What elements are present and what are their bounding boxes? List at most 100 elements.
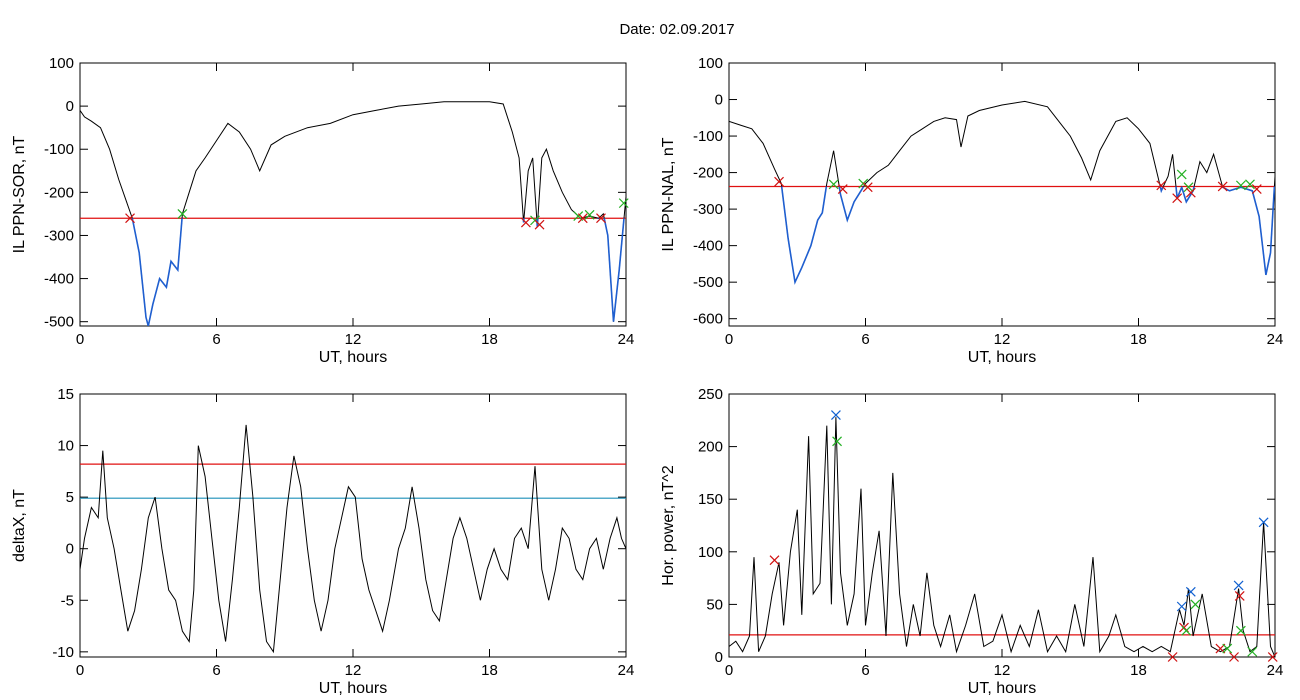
y-tick-label: 0 [66,98,74,115]
marker-red [1156,180,1167,191]
x-tick-label: 18 [481,331,498,348]
x-tick-label: 24 [1267,331,1284,348]
y-tick-label: -400 [693,238,723,255]
plot-area [80,424,626,654]
marker-green [1235,180,1246,191]
marker-blue [1176,601,1187,612]
y-tick-label: 250 [698,386,723,403]
marker-green [177,208,188,219]
y-tick-label: -200 [44,184,74,201]
marker-stroke [177,208,188,219]
y-tick-label: 100 [49,55,74,72]
marker-red [534,219,545,230]
series-line [80,101,626,326]
y-tick-label: 5 [66,489,74,506]
marker-stroke [774,176,784,187]
marker-red [1217,181,1228,192]
marker-stroke [1258,517,1269,528]
highlight-group [131,218,625,326]
x-axis-title: UT, hours [968,349,1036,366]
marker-red [769,555,780,566]
marker-stroke [1167,652,1178,662]
marker-stroke [1176,601,1187,612]
panel-il-ppn-nal: 0 6 12 18 24 100 0 -100 -200 -300 -400 -500 -600 UT, … [660,55,1283,366]
y-tick-label: 15 [57,386,74,403]
plot-area [80,101,626,326]
marker-red [1172,193,1183,204]
y-tick-label: -200 [693,165,723,182]
x-tick-label: 12 [994,331,1011,348]
marker-green [584,209,595,220]
marker-stroke [577,213,588,224]
marker-green [1183,182,1194,193]
marker-stroke [1245,179,1255,190]
x-tick-label: 6 [861,662,869,679]
marker-red [1185,187,1196,198]
marker-stroke [1185,586,1196,597]
y-axis-title: IL PPN-SOR, nT [11,135,28,253]
x-tick-label: 6 [212,662,220,679]
marker-stroke [1247,646,1258,657]
panel-il-ppn-sor: 0 6 12 18 24 100 0 -100 -200 -300 -400 -500 UT, hour… [11,55,634,366]
y-tick-label: -300 [44,227,74,244]
x-tick-label: 12 [345,662,362,679]
x-tick-label: 0 [76,662,84,679]
series-line [729,417,1275,657]
marker-red [1229,652,1239,662]
y-axis-title: IL PPN-NAL, nT [660,137,677,251]
x-tick-label: 12 [994,662,1011,679]
y-tick-label: 150 [698,491,723,508]
marker-stroke [832,436,842,447]
plot-area [729,417,1275,657]
panel-hor-power: 0 6 12 18 24 0 50 100 150 200 250 UT, hours Hor. pow… [660,386,1283,697]
x-tick-label: 0 [725,331,733,348]
marker-stroke [618,198,629,209]
series-highlight [131,218,625,326]
y-tick-label: -10 [52,644,74,661]
marker-green [1245,179,1255,190]
series-line [80,424,626,654]
marker-green [1190,599,1201,610]
y-tick-label: -500 [44,314,74,331]
marker-green [1176,169,1187,180]
marker-red [577,213,588,224]
y-tick-label: 0 [66,541,74,558]
marker-stroke [1190,599,1201,610]
x-tick-label: 18 [481,662,498,679]
marker-red [1267,652,1278,662]
marker-stroke [1234,591,1245,601]
marker-red [862,182,873,193]
x-axis-title: UT, hours [319,349,387,366]
highlight-group [780,186,1275,285]
y-tick-label: -100 [693,128,723,145]
marker-red [125,213,135,224]
marker-stroke [837,184,848,194]
x-tick-label: 6 [861,331,869,348]
marker-stroke [1222,643,1233,654]
marker-stroke [862,182,873,193]
marker-stroke [1176,169,1187,180]
series-highlight [780,186,1275,285]
marker-stroke [1229,652,1239,662]
marker-blue [1258,517,1269,528]
x-axis-title: UT, hours [968,680,1036,697]
x-tick-label: 0 [76,331,84,348]
marker-red [1167,652,1178,662]
marker-stroke [1183,182,1194,193]
marker-stroke [828,179,839,190]
marker-blue [1233,580,1244,591]
marker-red [774,176,784,187]
marker-blue [831,410,841,420]
plot-area [729,100,1275,285]
y-tick-label: -300 [693,201,723,218]
x-tick-label: 18 [1130,331,1147,348]
marker-stroke [125,213,135,224]
marker-green [1247,646,1258,657]
marker-green [828,179,839,190]
y-axis-title: Hor. power, nT^2 [660,465,677,586]
marker-stroke [1267,652,1278,662]
marker-red [1251,184,1262,194]
marker-stroke [1185,187,1196,198]
x-tick-label: 24 [1267,662,1284,679]
x-tick-label: 18 [1130,662,1147,679]
